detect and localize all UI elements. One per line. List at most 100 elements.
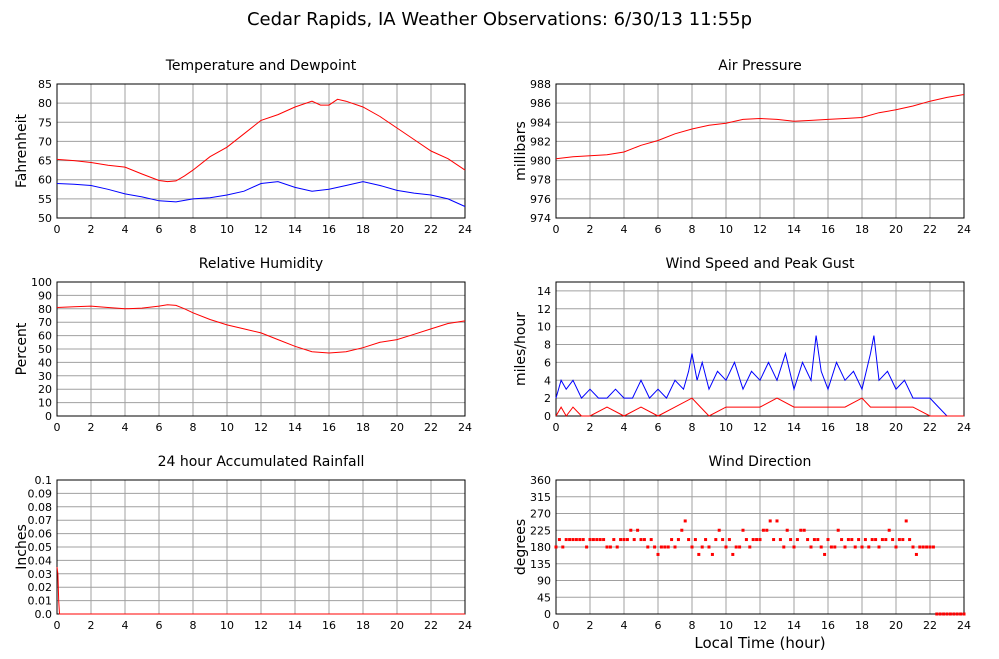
- data-point: [554, 545, 558, 549]
- x-tick-label: 20: [390, 619, 404, 632]
- data-point: [687, 538, 691, 542]
- data-point: [659, 545, 663, 549]
- y-tick-label: 0.02: [28, 581, 53, 594]
- y-tick-label: 976: [530, 193, 551, 206]
- data-point: [741, 528, 745, 532]
- x-tick-label: 12: [254, 619, 268, 632]
- data-point: [908, 538, 912, 542]
- y-tick-label: 0.1: [35, 474, 53, 487]
- y-tick-label: 180: [530, 541, 551, 554]
- x-tick-label: 24: [957, 421, 971, 434]
- data-point: [653, 545, 657, 549]
- x-tick-label: 6: [655, 421, 662, 434]
- y-tick-label: 10: [537, 321, 551, 334]
- data-point: [891, 538, 895, 542]
- data-point: [812, 538, 816, 542]
- data-point: [755, 538, 759, 542]
- x-tick-label: 0: [54, 223, 61, 236]
- series-line-red: [56, 98, 466, 183]
- x-tick-label: 24: [458, 223, 472, 236]
- x-tick-label: 10: [719, 223, 733, 236]
- y-tick-label: 315: [530, 491, 551, 504]
- y-tick-label: 90: [537, 575, 551, 588]
- x-tick-label: 16: [322, 223, 336, 236]
- data-point: [615, 545, 619, 549]
- series-line-blue: [555, 335, 964, 417]
- y-tick-label: 360: [530, 474, 551, 487]
- x-tick-label: 0: [54, 619, 61, 632]
- y-tick-label: 20: [38, 383, 52, 396]
- x-tick-label: 12: [753, 421, 767, 434]
- data-point: [884, 538, 888, 542]
- x-tick-label: 6: [156, 223, 163, 236]
- plot-frame: [555, 281, 965, 417]
- x-tick-label: 14: [288, 223, 302, 236]
- y-axis-label: Fahrenheit: [14, 113, 30, 188]
- y-axis-label: Inches: [14, 524, 30, 569]
- chart-title: 24 hour Accumulated Rainfall: [158, 454, 365, 470]
- x-tick-label: 4: [621, 223, 628, 236]
- y-tick-label: 12: [537, 303, 551, 316]
- data-point: [680, 528, 684, 532]
- x-tick-label: 14: [787, 223, 801, 236]
- y-tick-label: 0.04: [28, 554, 53, 567]
- data-point: [605, 545, 609, 549]
- x-tick-label: 18: [356, 619, 370, 632]
- x-tick-label: 2: [587, 619, 594, 632]
- y-tick-label: 40: [38, 356, 52, 369]
- y-axis-label: miles/hour: [513, 312, 529, 386]
- x-tick-label: 6: [655, 619, 662, 632]
- x-tick-label: 8: [689, 619, 696, 632]
- data-point: [962, 612, 966, 616]
- x-tick-label: 16: [322, 421, 336, 434]
- data-point: [758, 538, 762, 542]
- y-tick-label: 50: [38, 343, 52, 356]
- data-point: [721, 538, 725, 542]
- data-point: [673, 545, 677, 549]
- x-tick-label: 4: [122, 619, 129, 632]
- y-tick-label: 60: [38, 330, 52, 343]
- x-tick-label: 8: [190, 619, 197, 632]
- data-point: [574, 538, 578, 542]
- data-point: [928, 545, 932, 549]
- x-tick-label: 16: [821, 421, 835, 434]
- x-tick-label: 0: [553, 619, 560, 632]
- data-point: [598, 538, 602, 542]
- data-point: [663, 545, 667, 549]
- y-axis-label: degrees: [513, 519, 529, 575]
- x-tick-label: 20: [889, 223, 903, 236]
- data-point: [826, 538, 830, 542]
- x-tick-label: 6: [156, 421, 163, 434]
- data-point: [931, 545, 935, 549]
- chart-title: Temperature and Dewpoint: [165, 58, 357, 74]
- data-point: [765, 528, 769, 532]
- x-tick-label: 14: [288, 421, 302, 434]
- x-tick-label: 18: [855, 421, 869, 434]
- x-tick-label: 22: [923, 619, 937, 632]
- data-point: [561, 545, 565, 549]
- data-point: [629, 528, 633, 532]
- x-tick-label: 22: [424, 619, 438, 632]
- x-tick-label: 20: [390, 421, 404, 434]
- chart-title: Wind Direction: [709, 454, 812, 470]
- x-tick-label: 8: [689, 421, 696, 434]
- x-tick-label: 10: [719, 421, 733, 434]
- x-tick-label: 18: [356, 223, 370, 236]
- data-point: [608, 545, 612, 549]
- data-point: [639, 538, 643, 542]
- y-tick-label: 6: [544, 356, 551, 369]
- data-point: [840, 538, 844, 542]
- data-point: [789, 538, 793, 542]
- x-tick-label: 6: [156, 619, 163, 632]
- data-point: [731, 552, 735, 556]
- y-tick-label: 8: [544, 339, 551, 352]
- x-tick-label: 22: [424, 223, 438, 236]
- chart-title: Wind Speed and Peak Gust: [666, 256, 855, 272]
- y-tick-label: 980: [530, 155, 551, 168]
- x-tick-label: 14: [787, 619, 801, 632]
- y-tick-label: 55: [38, 193, 52, 206]
